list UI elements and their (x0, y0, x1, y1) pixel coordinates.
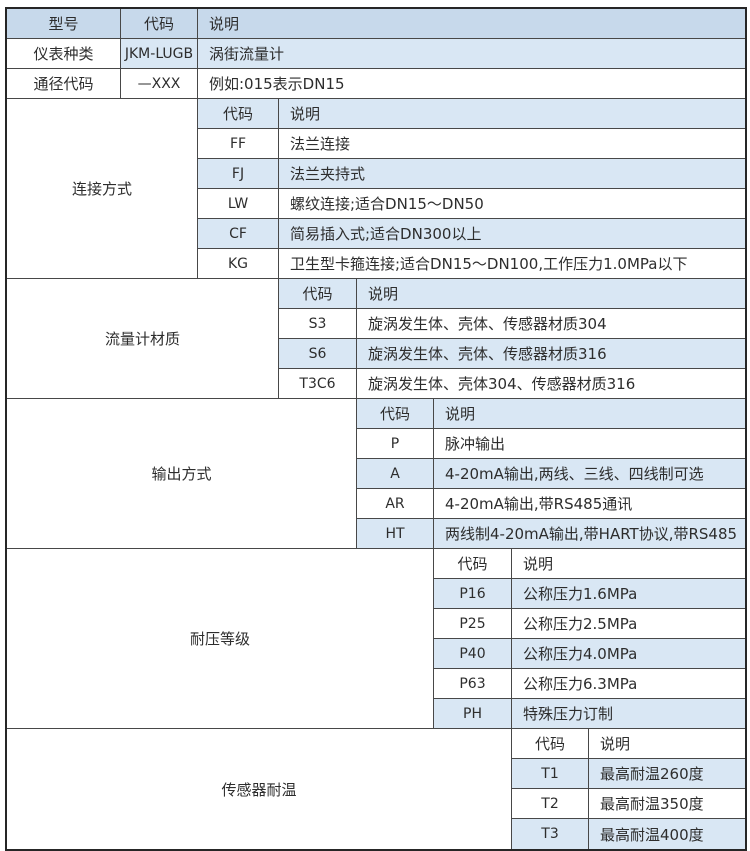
code-cell: PH (434, 699, 512, 729)
desc-cell: 旋涡发生体、壳体、传感器材质316 (357, 339, 745, 369)
desc-cell: 简易插入式;适合DN300以上 (279, 219, 745, 249)
header-cell-desc: 说明 (198, 9, 745, 39)
subheader-code: 代码 (279, 279, 357, 309)
code-cell: T1 (512, 759, 589, 789)
desc-cell: 法兰连接 (279, 129, 745, 159)
row-label-instrument-type: 仪表种类 (7, 39, 121, 69)
desc-cell: 涡街流量计 (198, 39, 745, 69)
subheader-desc: 说明 (589, 729, 745, 759)
row-label-diameter-code: 通径代码 (7, 69, 121, 99)
code-cell: P40 (434, 639, 512, 669)
desc-cell: 公称压力1.6MPa (512, 579, 745, 609)
desc-cell: 法兰夹持式 (279, 159, 745, 189)
code-cell: P (357, 429, 434, 459)
code-cell: P16 (434, 579, 512, 609)
code-cell: FJ (198, 159, 279, 189)
subheader-desc: 说明 (279, 99, 745, 129)
subheader-desc: 说明 (434, 399, 745, 429)
desc-cell: 特殊压力订制 (512, 699, 745, 729)
desc-cell: 两线制4-20mA输出,带HART协议,带RS485 (434, 519, 745, 549)
code-cell: AR (357, 489, 434, 519)
section-label-material: 流量计材质 (7, 279, 279, 399)
desc-cell: 公称压力2.5MPa (512, 609, 745, 639)
subheader-desc: 说明 (357, 279, 745, 309)
desc-cell: 最高耐温400度 (589, 819, 745, 849)
model-selection-table: 型号 代码 说明 仪表种类 JKM-LUGB 涡街流量计 通径代码 —XXX 例… (5, 7, 747, 851)
desc-cell: 4-20mA输出,带RS485通讯 (434, 489, 745, 519)
code-cell: KG (198, 249, 279, 279)
code-cell: S6 (279, 339, 357, 369)
code-cell: HT (357, 519, 434, 549)
desc-cell: 旋涡发生体、壳体304、传感器材质316 (357, 369, 745, 399)
code-cell: P63 (434, 669, 512, 699)
section-label-output: 输出方式 (7, 399, 357, 549)
desc-cell: 例如:015表示DN15 (198, 69, 745, 99)
code-cell: LW (198, 189, 279, 219)
header-cell-model: 型号 (7, 9, 121, 39)
desc-cell: 卫生型卡箍连接;适合DN15～DN100,工作压力1.0MPa以下 (279, 249, 745, 279)
desc-cell: 最高耐温260度 (589, 759, 745, 789)
code-cell: T2 (512, 789, 589, 819)
code-cell: —XXX (121, 69, 198, 99)
code-cell: JKM-LUGB (121, 39, 198, 69)
desc-cell: 螺纹连接;适合DN15～DN50 (279, 189, 745, 219)
code-cell: S3 (279, 309, 357, 339)
subheader-code: 代码 (512, 729, 589, 759)
code-cell: T3 (512, 819, 589, 849)
code-cell: A (357, 459, 434, 489)
section-label-pressure: 耐压等级 (7, 549, 434, 729)
subheader-code: 代码 (198, 99, 279, 129)
subheader-desc: 说明 (512, 549, 745, 579)
code-cell: CF (198, 219, 279, 249)
desc-cell: 脉冲输出 (434, 429, 745, 459)
desc-cell: 公称压力6.3MPa (512, 669, 745, 699)
desc-cell: 4-20mA输出,两线、三线、四线制可选 (434, 459, 745, 489)
desc-cell: 旋涡发生体、壳体、传感器材质304 (357, 309, 745, 339)
section-label-connection: 连接方式 (7, 99, 198, 279)
subheader-code: 代码 (434, 549, 512, 579)
section-label-temperature: 传感器耐温 (7, 729, 512, 849)
desc-cell: 最高耐温350度 (589, 789, 745, 819)
code-cell: T3C6 (279, 369, 357, 399)
subheader-code: 代码 (357, 399, 434, 429)
code-cell: P25 (434, 609, 512, 639)
code-cell: FF (198, 129, 279, 159)
desc-cell: 公称压力4.0MPa (512, 639, 745, 669)
header-cell-code: 代码 (121, 9, 198, 39)
